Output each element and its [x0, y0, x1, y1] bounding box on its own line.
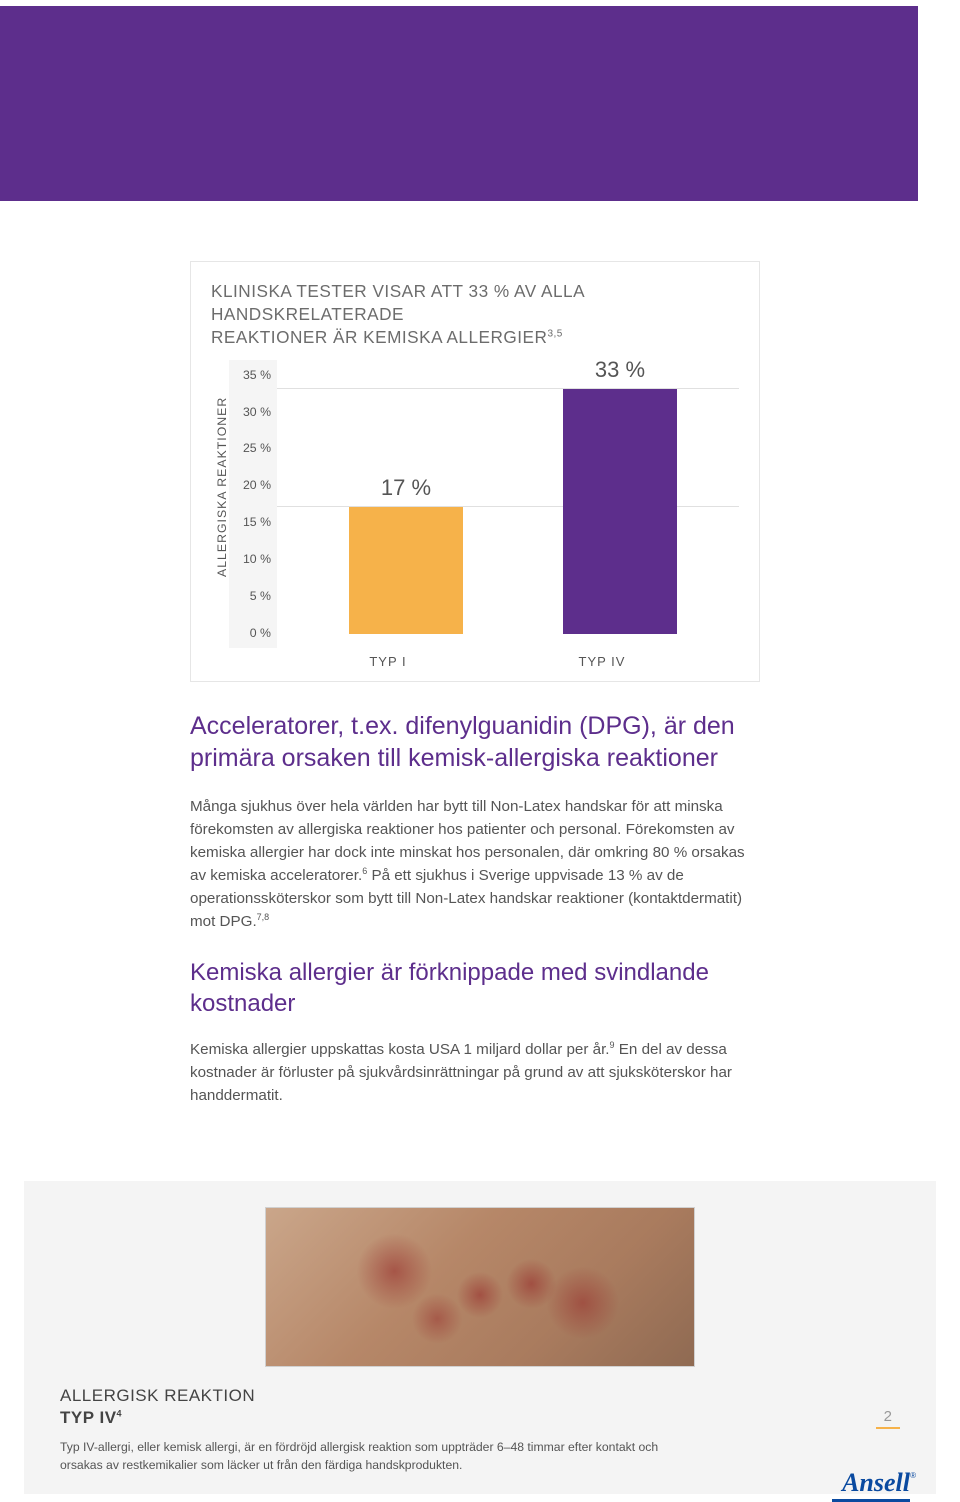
hero-banner: [0, 6, 918, 201]
x-tick: TYP IV: [545, 654, 659, 669]
x-axis-ticks: TYP I TYP IV: [259, 648, 739, 669]
footer-title-line1: ALLERGISK REAKTION: [60, 1386, 255, 1405]
footer-title: ALLERGISK REAKTION TYP IV4: [60, 1385, 255, 1429]
dermatitis-photo: [265, 1207, 695, 1367]
footer-title-ref: 4: [117, 1408, 123, 1418]
y-axis-ticks: 35 % 30 % 25 % 20 % 15 % 10 % 5 % 0 %: [229, 360, 277, 648]
section1-heading: Acceleratorer, t.ex. difenylguanidin (DP…: [190, 710, 760, 775]
x-tick: TYP I: [331, 654, 445, 669]
y-tick: 5 %: [229, 589, 271, 603]
y-tick: 10 %: [229, 552, 271, 566]
chart-plot: 17 % 33 %: [277, 360, 739, 648]
footer-title-line2: TYP IV4: [60, 1408, 122, 1427]
section2-paragraph: Kemiska allergier uppskattas kosta USA 1…: [190, 1038, 760, 1107]
footer-title-line2-text: TYP IV: [60, 1408, 117, 1427]
section1-paragraph: Många sjukhus över hela världen har bytt…: [190, 795, 760, 934]
ansell-logo: Ansell: [842, 1468, 910, 1498]
y-tick: 25 %: [229, 441, 271, 455]
page: KLINISKA TESTER VISAR ATT 33 % AV ALLA H…: [0, 6, 960, 1494]
chart-title-line1: KLINISKA TESTER VISAR ATT 33 % AV ALLA H…: [211, 281, 584, 324]
chart-title-refs: 3,5: [547, 329, 562, 340]
bar-value-label: 33 %: [563, 357, 677, 383]
y-tick: 15 %: [229, 515, 271, 529]
y-tick: 0 %: [229, 626, 271, 640]
section2-text-a: Kemiska allergier uppskattas kosta USA 1…: [190, 1041, 610, 1058]
footer-paragraph: Typ IV-allergi, eller kemisk allergi, är…: [60, 1439, 700, 1474]
section1-ref2: 7,8: [257, 912, 270, 922]
section2-heading: Kemiska allergier är förknippade med svi…: [190, 957, 760, 1019]
chart-card: KLINISKA TESTER VISAR ATT 33 % AV ALLA H…: [190, 261, 760, 682]
y-tick: 30 %: [229, 405, 271, 419]
main-content: KLINISKA TESTER VISAR ATT 33 % AV ALLA H…: [0, 201, 960, 1161]
bar-value-label: 17 %: [349, 475, 463, 501]
page-number: 2: [876, 1408, 900, 1429]
y-tick: 35 %: [229, 368, 271, 382]
ansell-logo-tm: ®: [910, 1471, 916, 1480]
footer-row: ALLERGISK REAKTION TYP IV4 2: [60, 1385, 900, 1429]
y-axis-label: ALLERGISKA REAKTIONER: [211, 360, 229, 648]
y-tick: 20 %: [229, 478, 271, 492]
chart-title: KLINISKA TESTER VISAR ATT 33 % AV ALLA H…: [211, 280, 739, 350]
chart-area: ALLERGISKA REAKTIONER 35 % 30 % 25 % 20 % 15…: [211, 360, 739, 648]
chart-title-line2: REAKTIONER ÄR KEMISKA ALLERGIER: [211, 327, 547, 347]
footer-block: ALLERGISK REAKTION TYP IV4 2 Typ IV-alle…: [24, 1181, 936, 1495]
chart-bar: 33 %: [563, 389, 677, 634]
chart-bar: 17 %: [349, 507, 463, 633]
